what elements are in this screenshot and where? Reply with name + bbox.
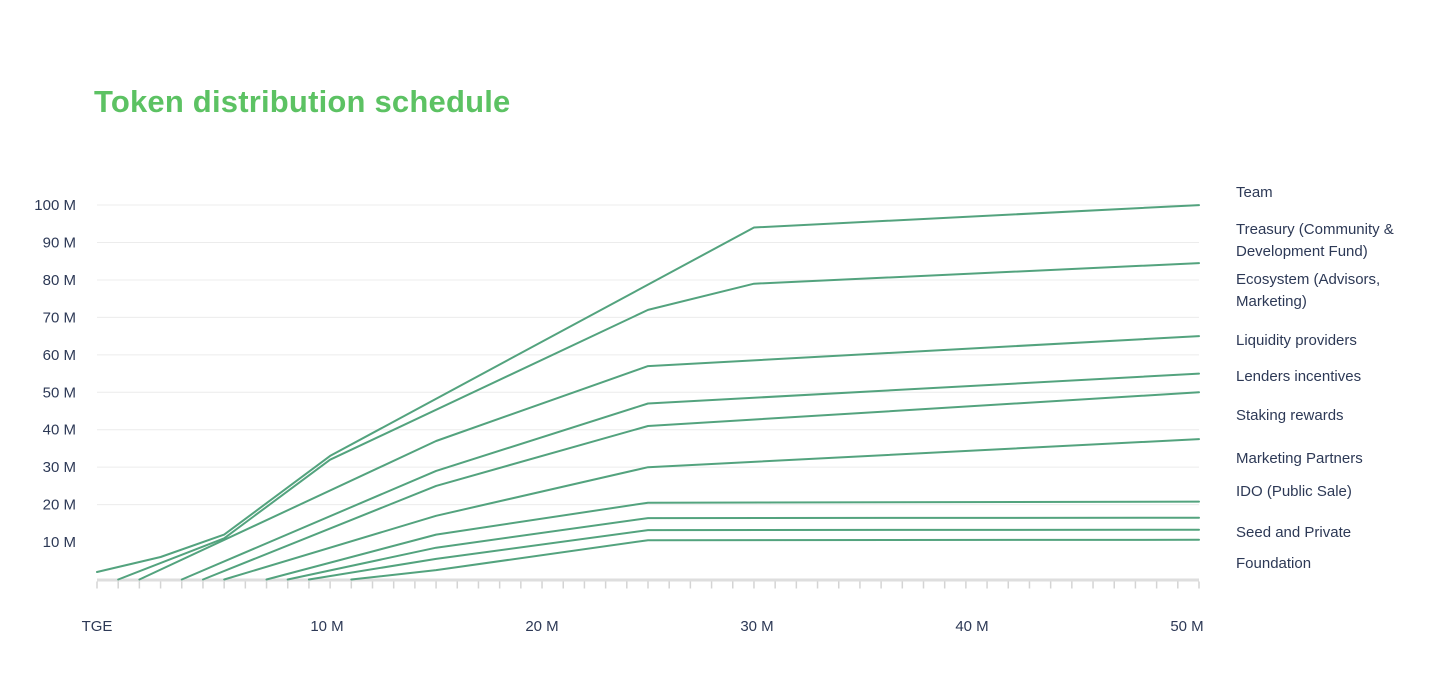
y-axis-tick-label: 40 M (43, 422, 76, 439)
series-line (180, 372, 1200, 581)
x-axis-tick-label: 30 M (740, 618, 773, 635)
y-axis-tick-label: 20 M (43, 497, 76, 514)
x-axis-tick-label: 50 M (1170, 618, 1203, 635)
legend-item: Lenders incentives (1236, 368, 1362, 385)
legend-item: Marketing Partners (1236, 450, 1363, 467)
legend-item: Treasury (Community & Development Fund) (1236, 221, 1394, 260)
series-line (223, 438, 1200, 581)
legend-item: IDO (Public Sale) (1236, 483, 1352, 500)
legend-item: Foundation (1236, 555, 1312, 572)
y-axis-tick-label: 30 M (43, 459, 76, 476)
x-axis-tick-label: 40 M (955, 618, 988, 635)
series-line (286, 516, 1200, 581)
y-axis-tick-label: 80 M (43, 272, 76, 289)
y-axis-tick-label: 100 M (34, 197, 76, 214)
x-axis-tick-label: 10 M (310, 618, 343, 635)
y-axis-tick-label: 10 M (43, 534, 76, 551)
legend-item: Ecosystem (Advisors, Marketing) (1236, 271, 1381, 310)
chart-title: Token distribution schedule (94, 83, 511, 119)
legend-item: Team (1236, 184, 1273, 201)
y-axis-tick-label: 70 M (43, 309, 76, 326)
series-line (265, 500, 1200, 581)
series-line (307, 528, 1200, 581)
series-line (202, 391, 1200, 581)
series-line (138, 335, 1200, 581)
y-axis-tick-label: 60 M (43, 347, 76, 364)
y-axis-tick-label: 90 M (43, 235, 76, 252)
x-axis-tick-label: 20 M (525, 618, 558, 635)
series-line (350, 538, 1200, 581)
legend-item: Staking rewards (1236, 407, 1344, 424)
legend-item: Seed and Private (1236, 524, 1352, 541)
y-axis-tick-label: 50 M (43, 384, 76, 401)
x-axis-tick-label: TGE (82, 618, 113, 635)
series-line (96, 204, 1200, 573)
series-line (117, 262, 1200, 581)
legend-item: Liquidity providers (1236, 332, 1357, 349)
